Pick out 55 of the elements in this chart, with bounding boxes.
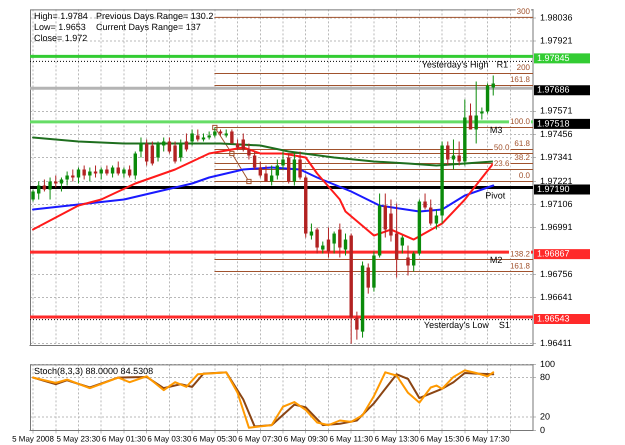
ref-line-label: 1.97686 bbox=[537, 84, 570, 95]
annotation: S1 bbox=[498, 320, 510, 330]
y-tick-label: 1.97221 bbox=[540, 176, 573, 186]
y-tick-label: 100 bbox=[540, 358, 556, 369]
x-tick-label: 6 May 13:30 bbox=[374, 434, 420, 444]
x-tick-label: 5 May 2008 bbox=[12, 434, 54, 444]
chart-title: Stoch(8,3,3) 88.0000 84.5308 bbox=[34, 365, 154, 378]
annotation: Yesterday's Low bbox=[424, 320, 490, 330]
annotation: M3 bbox=[490, 124, 502, 135]
series-label: 100.0 bbox=[510, 117, 531, 126]
annotation: R1 bbox=[496, 59, 508, 70]
series-label: 38.2 bbox=[514, 153, 531, 162]
y-tick-label: 20 bbox=[540, 412, 550, 422]
series-label: 23.6 bbox=[494, 159, 510, 168]
y-tick-label: 1.96756 bbox=[540, 268, 573, 279]
x-tick-label: 5 May 23:30 bbox=[56, 434, 102, 444]
x-tick-label: 6 May 03:30 bbox=[147, 434, 192, 444]
x-tick-label: 6 May 09:30 bbox=[284, 434, 328, 444]
series-label: 0.0 bbox=[518, 171, 531, 180]
x-tick-label: 6 May 05:30 bbox=[192, 434, 238, 444]
ref-line-label: 1.96543 bbox=[537, 313, 570, 324]
annotation: Pivot bbox=[485, 190, 506, 200]
y-tick-label: 1.97571 bbox=[540, 106, 573, 116]
y-tick-label: 1.98036 bbox=[540, 12, 573, 23]
series-label: 138.2 bbox=[510, 249, 531, 258]
series-label: 161.8 bbox=[510, 261, 531, 270]
annotation: Previous Days Range= 130.2 bbox=[96, 10, 214, 22]
annotation: High= 1.9784 bbox=[34, 10, 88, 22]
x-tick-label: 6 May 17:30 bbox=[466, 434, 510, 444]
y-tick-label: 0 bbox=[540, 424, 546, 435]
y-tick-label: 1.96991 bbox=[540, 222, 573, 232]
x-tick-label: 6 May 11:30 bbox=[329, 434, 374, 444]
y-tick-label: 1.96411 bbox=[540, 338, 572, 348]
ref-line-label: 1.97190 bbox=[537, 184, 570, 194]
y-tick-label: 1.97341 bbox=[540, 152, 573, 162]
annotation: Close= 1.972 bbox=[34, 32, 88, 44]
annotation: Low= 1.9653 bbox=[34, 21, 86, 34]
annotation: Yesterday's High bbox=[422, 59, 489, 70]
ref-line-label: 1.97845 bbox=[537, 52, 570, 63]
y-tick-label: 1.97921 bbox=[540, 36, 573, 46]
ref-line-label: 1.96867 bbox=[537, 248, 570, 259]
x-tick-label: 6 May 15:30 bbox=[420, 434, 465, 444]
y-tick-label: 80 bbox=[540, 372, 550, 382]
y-tick-label: 1.97106 bbox=[540, 198, 573, 209]
x-tick-label: 6 May 01:30 bbox=[102, 434, 146, 444]
series-label: 300 bbox=[516, 7, 531, 16]
series-label: 50.0 bbox=[494, 143, 510, 152]
series-label: 161.8 bbox=[510, 75, 531, 84]
annotation: Current Days Range= 137 bbox=[96, 21, 201, 34]
ref-line-label: 1.97518 bbox=[537, 118, 570, 128]
series-label: 200 bbox=[516, 63, 531, 72]
y-tick-label: 1.97456 bbox=[540, 128, 573, 139]
series-label: 61.8 bbox=[514, 139, 531, 148]
x-tick-label: 6 May 07:30 bbox=[238, 434, 283, 444]
y-tick-label: 1.96641 bbox=[540, 292, 573, 302]
